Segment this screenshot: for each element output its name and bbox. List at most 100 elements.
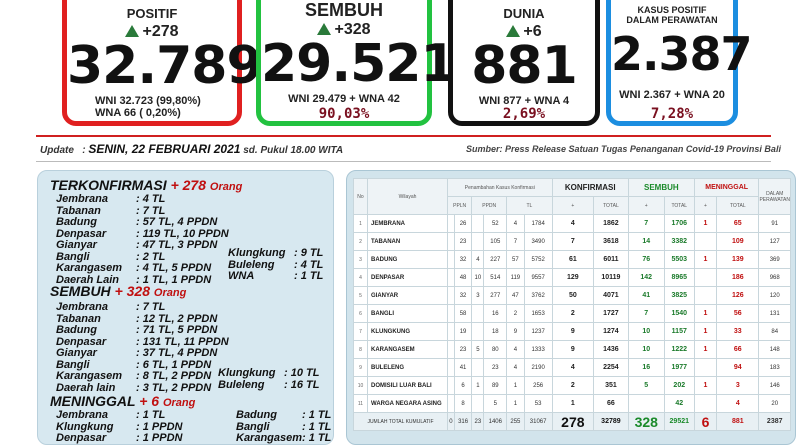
daily-breakdown-panel: TERKONFIRMASI + 278 Orang Jembrana: 4 TL… (37, 170, 334, 445)
card-positif-total: 32.789 (67, 36, 263, 96)
terkonfirmasi-unit: Orang (209, 181, 243, 193)
update-label: Update (40, 145, 74, 156)
cell-men-total: 109 (716, 232, 760, 251)
table-row: 2 TABANAN 23 105 7 3490 7 3618 14 3382 109 127 (353, 232, 791, 251)
list-item-name: Tabanan (56, 312, 101, 325)
list-item-name: Badung (56, 216, 97, 228)
list-item-value: : 7 TL (136, 301, 166, 313)
list-item: Karangasem: 1 TL (236, 432, 331, 444)
list-item-value: : 1 PPDN (136, 432, 183, 444)
cell-semb-plus: 7 (627, 304, 665, 323)
cell-ppdn-jml: 105 (483, 232, 508, 251)
col-semb-total: TOTAL (663, 196, 695, 215)
card-sembuh-total: 29.521 (261, 34, 457, 94)
card-sembuh: SEMBUH +328 29.521 WNI 29.479 + WNA 42 (256, 0, 457, 126)
cell-ppln-plus (447, 232, 455, 251)
table-row: 8 KARANGASEM 23 5 80 4 1333 9 1436 10 1222 1 66 148 (353, 340, 791, 359)
list-item: Buleleng: 4 TL (228, 259, 323, 271)
row-wilayah: GIANYAR (367, 286, 448, 305)
list-item-name: Klungkung (56, 420, 114, 433)
cell-ppdn-plus: 10 (471, 268, 485, 287)
cell-men-total: 66 (716, 340, 760, 359)
list-item-value: : 1 TL (302, 432, 332, 444)
cell-ppdn-jml: 5 (483, 394, 508, 413)
row-no: 10 (353, 376, 368, 395)
list-item: Gianyar: 37 TL, 4 PPDN (56, 347, 217, 359)
cell-ppln-plus (447, 304, 455, 323)
cell-men-plus: 1 (693, 304, 718, 323)
cell-konf-plus: 7 (551, 232, 595, 251)
cell-konf-total: 2254 (593, 358, 629, 377)
total-cell: 29521 (663, 412, 695, 431)
list-item-value: : 9 TL (294, 247, 324, 259)
card-meninggal-total: 881 (471, 36, 578, 96)
total-cell: 328 (627, 412, 665, 431)
cell-ppdn-jml: 16 (483, 304, 508, 323)
cell-perawatan: 183 (758, 358, 791, 377)
card-sembuh-delta-value: +328 (334, 21, 371, 38)
row-no: 8 (353, 340, 368, 359)
cell-men-total: 126 (716, 286, 760, 305)
row-wilayah: JEMBRANA (367, 214, 448, 233)
arrow-up-icon (125, 25, 140, 37)
list-item-value: : 12 TL, 2 PPDN (136, 312, 218, 325)
update-line: Update : SENIN, 22 FEBRUARI 2021 sd. Puk… (40, 142, 343, 156)
cell-konf-total: 1436 (593, 340, 629, 359)
cell-tl-plus: 1 (506, 394, 525, 413)
update-date: SENIN, 22 FEBRUARI 2021 (88, 142, 241, 156)
list-item-name: Daerah Lain (56, 273, 119, 286)
list-item-name: Jembrana (56, 409, 108, 421)
cell-ppdn-jml: 80 (483, 340, 508, 359)
cell-ppdn-plus (471, 214, 485, 233)
row-wilayah: BADUNG (367, 250, 448, 269)
cell-ppln-jml: 6 (453, 376, 473, 395)
cell-semb-plus: 41 (627, 286, 665, 305)
cell-perawatan: 120 (758, 286, 791, 305)
cell-tl-plus: 7 (506, 232, 525, 251)
row-wilayah: BANGLI (367, 304, 448, 323)
cell-tl-jml: 3762 (523, 286, 553, 305)
list-item-value: : 1 PPDN (136, 420, 183, 433)
cell-konf-plus: 4 (551, 214, 595, 233)
table-row: 7 KLUNGKUNG 19 18 9 1237 9 1274 10 1157 1 33 84 (353, 322, 791, 341)
col-konfirmasi: KONFIRMASI (551, 178, 629, 197)
cell-semb-plus: 76 (627, 250, 665, 269)
cell-semb-plus: 10 (627, 340, 665, 359)
cell-semb-total: 1706 (663, 214, 695, 233)
list-item-value: : 16 TL (284, 378, 320, 391)
divider (36, 135, 771, 137)
cell-semb-plus: 142 (627, 268, 665, 287)
total-cell: 32789 (593, 412, 629, 431)
cell-ppln-jml: 32 (453, 250, 473, 269)
card-meninggal-title: DUNIA (503, 6, 545, 21)
cell-men-total: 56 (716, 304, 760, 323)
cell-semb-plus: 16 (627, 358, 665, 377)
cell-ppln-plus (447, 250, 455, 269)
cell-men-total: 3 (716, 376, 760, 395)
cell-semb-plus (627, 394, 665, 413)
cell-tl-jml: 1784 (523, 214, 553, 233)
row-wilayah: BULELENG (367, 358, 448, 377)
cell-tl-jml: 9557 (523, 268, 553, 287)
cell-men-plus: 1 (693, 250, 718, 269)
list-item: Daerah Lain: 1 TL, 1 PPDN (56, 274, 211, 286)
list-item-name: Gianyar (56, 239, 97, 251)
list-item: Karangasem: 4 TL, 5 PPDN (56, 262, 211, 274)
cell-ppln-plus (447, 376, 455, 395)
cell-perawatan: 20 (758, 394, 791, 413)
row-no: 7 (353, 322, 368, 341)
list-item-value: : 1 TL (294, 270, 324, 282)
cell-men-plus: 1 (693, 340, 718, 359)
total-cell: 1406 (483, 412, 508, 431)
cell-semb-total: 1222 (663, 340, 695, 359)
cell-semb-total: 202 (663, 376, 695, 395)
row-no: 9 (353, 358, 368, 377)
cell-tl-jml: 53 (523, 394, 553, 413)
card-meninggal-detail: WNI 877 + WNA 4 (478, 95, 570, 107)
list-item-name: WNA (228, 270, 255, 282)
cell-men-total: 33 (716, 322, 760, 341)
table-row: 4 DENPASAR 48 10 514 119 9557 129 10119 142 8965 18… (353, 268, 791, 287)
cell-ppdn-plus (471, 304, 485, 323)
cell-ppln-jml: 58 (453, 304, 473, 323)
col-meninggal: MENINGGAL (693, 178, 760, 197)
